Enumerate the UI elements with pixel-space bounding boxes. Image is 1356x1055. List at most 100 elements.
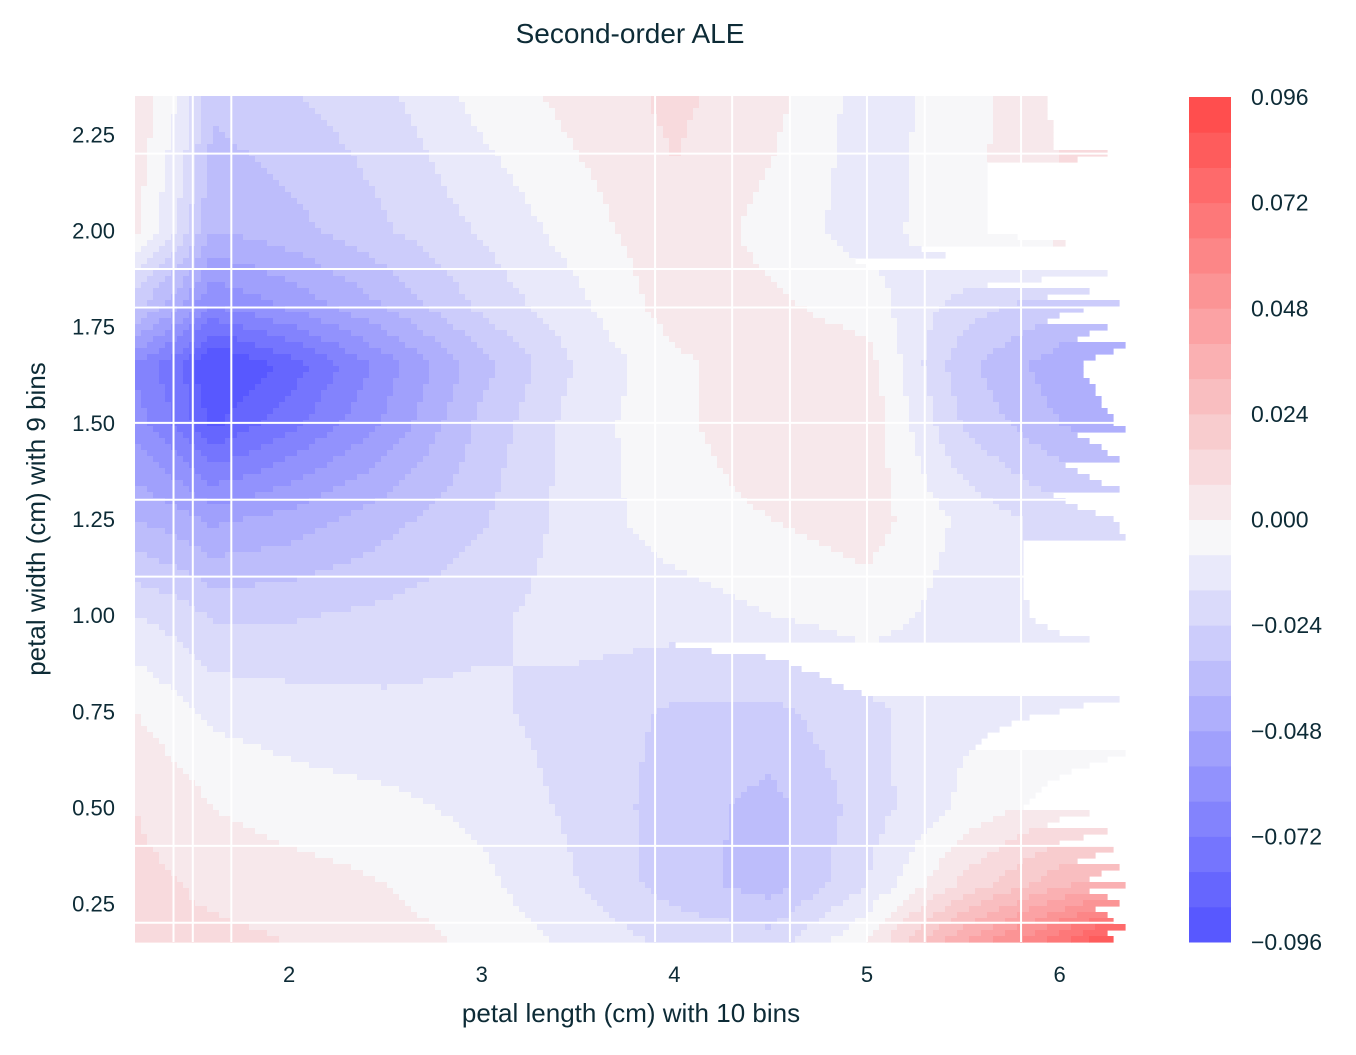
- contour-cell: [309, 414, 346, 421]
- contour-cell: [981, 858, 1024, 865]
- contour-cell: [435, 258, 496, 265]
- contour-cell: [633, 804, 730, 811]
- contour-cell: [393, 594, 526, 601]
- contour-cell: [543, 552, 658, 559]
- contour-cell: [573, 360, 628, 367]
- contour-cell: [879, 360, 904, 367]
- contour-cell: [567, 258, 634, 265]
- contour-cell: [171, 444, 196, 451]
- contour-cell: [417, 402, 448, 409]
- contour-cell: [957, 882, 994, 889]
- contour-cell: [465, 456, 508, 463]
- contour-cell: [225, 438, 274, 445]
- contour-cell: [699, 402, 886, 409]
- contour-cell: [879, 636, 1090, 643]
- contour-cell: [399, 366, 430, 373]
- contour-cell: [135, 768, 184, 775]
- contour-cell: [357, 282, 406, 289]
- contour-cell: [303, 474, 358, 481]
- contour-cell: [189, 396, 202, 403]
- contour-cell: [285, 396, 322, 403]
- contour-cell: [561, 120, 658, 127]
- contour-cell: [135, 456, 154, 463]
- contour-cell: [135, 666, 148, 673]
- contour-cell: [501, 474, 556, 481]
- contour-cell: [201, 384, 256, 391]
- contour-cell: [627, 384, 700, 391]
- contour-cell: [723, 870, 790, 877]
- contour-cell: [1041, 486, 1120, 493]
- contour-cell: [315, 294, 370, 301]
- contour-cell: [789, 816, 838, 823]
- contour-cell: [789, 876, 832, 883]
- contour-cell: [363, 438, 400, 445]
- contour-cell: [333, 858, 490, 865]
- contour-cell: [939, 504, 1000, 511]
- contour-cell: [747, 786, 778, 793]
- contour-cell: [207, 318, 220, 325]
- contour-cell: [891, 750, 970, 757]
- contour-cell: [759, 264, 868, 271]
- contour-cell: [873, 696, 1120, 703]
- contour-cell: [699, 912, 790, 919]
- contour-cell: [837, 114, 916, 121]
- contour-cell: [147, 486, 190, 493]
- contour-cell: [513, 612, 772, 619]
- contour-cell: [777, 132, 838, 139]
- contour-cell: [1011, 468, 1078, 475]
- contour-cell: [135, 732, 154, 739]
- contour-cell: [135, 648, 190, 655]
- contour-cell: [933, 930, 958, 937]
- contour-cell: [573, 270, 634, 277]
- contour-cell: [897, 342, 928, 349]
- contour-cell: [801, 900, 844, 907]
- contour-cell: [927, 876, 958, 883]
- contour-cell: [771, 156, 838, 163]
- contour-cell: [363, 504, 430, 511]
- contour-cell: [909, 156, 988, 163]
- contour-cell: [513, 900, 598, 907]
- contour-cell: [135, 588, 160, 595]
- contour-cell: [987, 312, 1060, 319]
- contour-cell: [555, 432, 616, 439]
- contour-cell: [543, 228, 616, 235]
- contour-cell: [333, 372, 370, 379]
- contour-cell: [885, 426, 910, 433]
- contour-cell: [873, 846, 916, 853]
- contour-cell: [267, 930, 442, 937]
- contour-cell: [351, 330, 388, 337]
- contour-cell: [891, 468, 922, 475]
- contour-cell: [891, 510, 946, 517]
- contour-cell: [915, 612, 1030, 619]
- contour-cell: [135, 816, 142, 823]
- contour-cell: [897, 330, 928, 337]
- contour-cell: [651, 546, 832, 553]
- contour-cell: [675, 342, 874, 349]
- contour-cell: [783, 126, 838, 133]
- contour-cell: [405, 234, 478, 241]
- contour-cell: [375, 426, 412, 433]
- contour-cell: [207, 720, 520, 727]
- contour-cell: [381, 414, 418, 421]
- contour-cell: [531, 918, 616, 925]
- contour-cell: [891, 486, 928, 493]
- contour-cell: [933, 318, 976, 325]
- y-tick-label: 1.50: [72, 411, 115, 436]
- contour-cell: [177, 594, 394, 601]
- contour-cell: [135, 450, 148, 457]
- contour-cell: [435, 438, 472, 445]
- contour-cell: [201, 450, 250, 457]
- contour-cell: [555, 438, 622, 445]
- contour-cell: [135, 858, 160, 865]
- contour-cell: [159, 228, 178, 235]
- contour-cell: [531, 378, 568, 385]
- contour-cell: [555, 114, 658, 121]
- contour-cell: [351, 510, 424, 517]
- contour-cell: [957, 408, 1000, 415]
- contour-cell: [201, 210, 310, 217]
- contour-cell: [387, 450, 430, 457]
- contour-cell: [729, 480, 892, 487]
- contour-cell: [453, 480, 502, 487]
- contour-cell: [615, 426, 700, 433]
- contour-cell: [585, 888, 652, 895]
